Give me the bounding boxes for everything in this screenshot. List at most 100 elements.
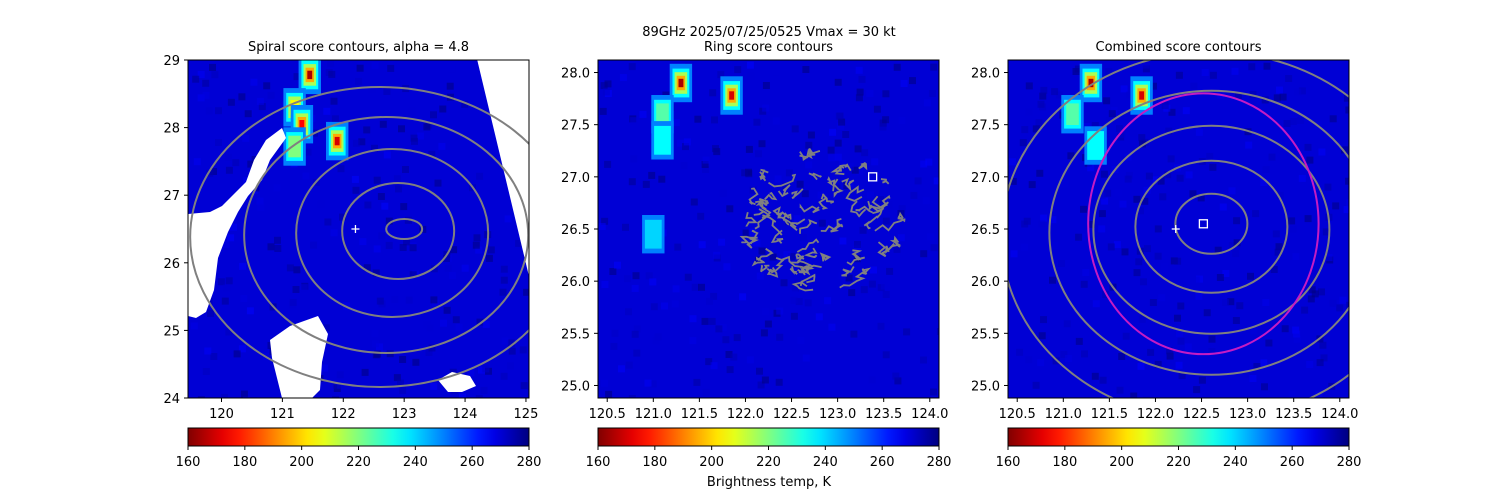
heatmap-cell [1138, 315, 1146, 323]
heatmap-cell [1107, 243, 1115, 251]
panel-ring: Ring score contours 120.5 121.0 121.5 122.0 1… [561, 40, 951, 470]
heatmap-cell [1234, 92, 1242, 100]
heatmap-cell [215, 139, 222, 146]
heatmap-cell [416, 132, 424, 140]
heatmap-cell [1113, 241, 1121, 249]
heatmap-cell [1149, 299, 1157, 306]
heatmap-cell [1009, 177, 1017, 185]
heatmap-cell [805, 259, 813, 267]
heatmap-cell [760, 329, 768, 337]
heatmap-cell [625, 308, 632, 316]
heatmap-cell [772, 117, 780, 125]
panel-spiral: Spiral score contours, alpha = 4.8 120 121… [163, 40, 541, 470]
heatmap-cell [368, 86, 376, 93]
ring-contour [789, 266, 798, 276]
heatmap-cell [1036, 169, 1044, 177]
spiral-contour [341, 182, 456, 280]
heatmap-cell [1088, 220, 1095, 228]
heatmap-cell [337, 381, 345, 389]
heatmap-cell [893, 245, 901, 253]
heatmap-cell [746, 356, 754, 364]
heatmap-cell [927, 233, 935, 241]
heatmap-cell [815, 313, 823, 321]
heatmap-cell [601, 217, 609, 225]
heatmap-cell [1060, 350, 1068, 358]
heatmap-cell [601, 379, 608, 387]
heatmap-cell [851, 166, 859, 174]
heatmap-cell [256, 197, 264, 205]
heatmap-cell [1103, 97, 1111, 105]
heatmap-cell [708, 317, 716, 325]
heatmap-cell [409, 271, 417, 279]
heatmap-cell [448, 272, 456, 280]
heatmap-cell [217, 278, 225, 286]
heatmap-cell [713, 251, 721, 259]
heatmap-cell [1193, 386, 1201, 394]
heatmap-cell [409, 244, 417, 252]
hotspot-cell [334, 136, 340, 146]
heatmap-cell [1228, 187, 1236, 195]
heatmap-cell [395, 185, 402, 193]
heatmap-cell [257, 203, 265, 211]
heatmap-cell [1289, 118, 1297, 125]
y-tick-label: 28 [163, 122, 180, 137]
y-tick-label: 26.5 [561, 223, 590, 238]
heatmap-cell [190, 322, 198, 330]
heatmap-cell [698, 241, 706, 249]
heatmap-cell [1332, 202, 1340, 210]
heatmap-cell [215, 107, 222, 115]
heatmap-cell [1025, 82, 1033, 90]
heatmap-cell [886, 267, 894, 275]
heatmap-cell [397, 379, 404, 387]
heatmap-cell [925, 158, 933, 166]
heatmap-cell [776, 307, 784, 315]
heatmap-cell [701, 161, 709, 168]
x-tick-label: 124.0 [1321, 407, 1358, 422]
center-plus-marker [351, 225, 360, 233]
hotspot-cell [1139, 91, 1145, 100]
heatmap-cell [371, 340, 379, 348]
heatmap-cell [914, 177, 922, 185]
heatmap-cell [682, 143, 689, 151]
heatmap-cell [790, 296, 798, 304]
heatmap-cell [1025, 356, 1033, 364]
heatmap-cell [258, 103, 266, 111]
heatmap-cell [1104, 189, 1112, 197]
y-tick-label: 28.0 [971, 67, 1000, 82]
heatmap-cell [1154, 225, 1162, 233]
heatmap-cell [753, 239, 761, 247]
ring-contour [789, 218, 806, 231]
heatmap-cell [1261, 383, 1268, 391]
heatmap-cell [482, 365, 490, 373]
heatmap-cell [741, 169, 749, 177]
heatmap-cell [1208, 348, 1216, 355]
hotspot-cell [307, 70, 313, 80]
heatmap-cell [351, 175, 359, 183]
heatmap-cell [649, 380, 657, 388]
heatmap-cell [222, 241, 230, 248]
heatmap-cell [805, 161, 813, 169]
heatmap-cell [1168, 108, 1176, 116]
ring-contour [897, 211, 906, 223]
heatmap-cell [882, 116, 890, 124]
heatmap-cell [1167, 155, 1175, 163]
heatmap-cell [1098, 192, 1106, 200]
heatmap-cell [238, 345, 246, 353]
heatmap-cell [631, 284, 639, 292]
heatmap-cell [1154, 252, 1162, 260]
heatmap-cell [202, 91, 210, 99]
colorbar-tick-label: 260 [870, 455, 895, 470]
heatmap-cell [1260, 359, 1268, 367]
heatmap-cell [1175, 361, 1183, 369]
heatmap-cell [756, 367, 763, 375]
heatmap-cell [1157, 177, 1165, 185]
heatmap-cell [785, 169, 793, 177]
combined-contour [1048, 89, 1349, 376]
heatmap-cell [1105, 68, 1113, 76]
ring-contour [748, 187, 759, 206]
heatmap-cell [1249, 375, 1257, 382]
heatmap-cell [632, 272, 640, 280]
heatmap-cell [232, 159, 240, 167]
heatmap-cell [772, 68, 780, 76]
heatmap-cell [850, 330, 858, 338]
